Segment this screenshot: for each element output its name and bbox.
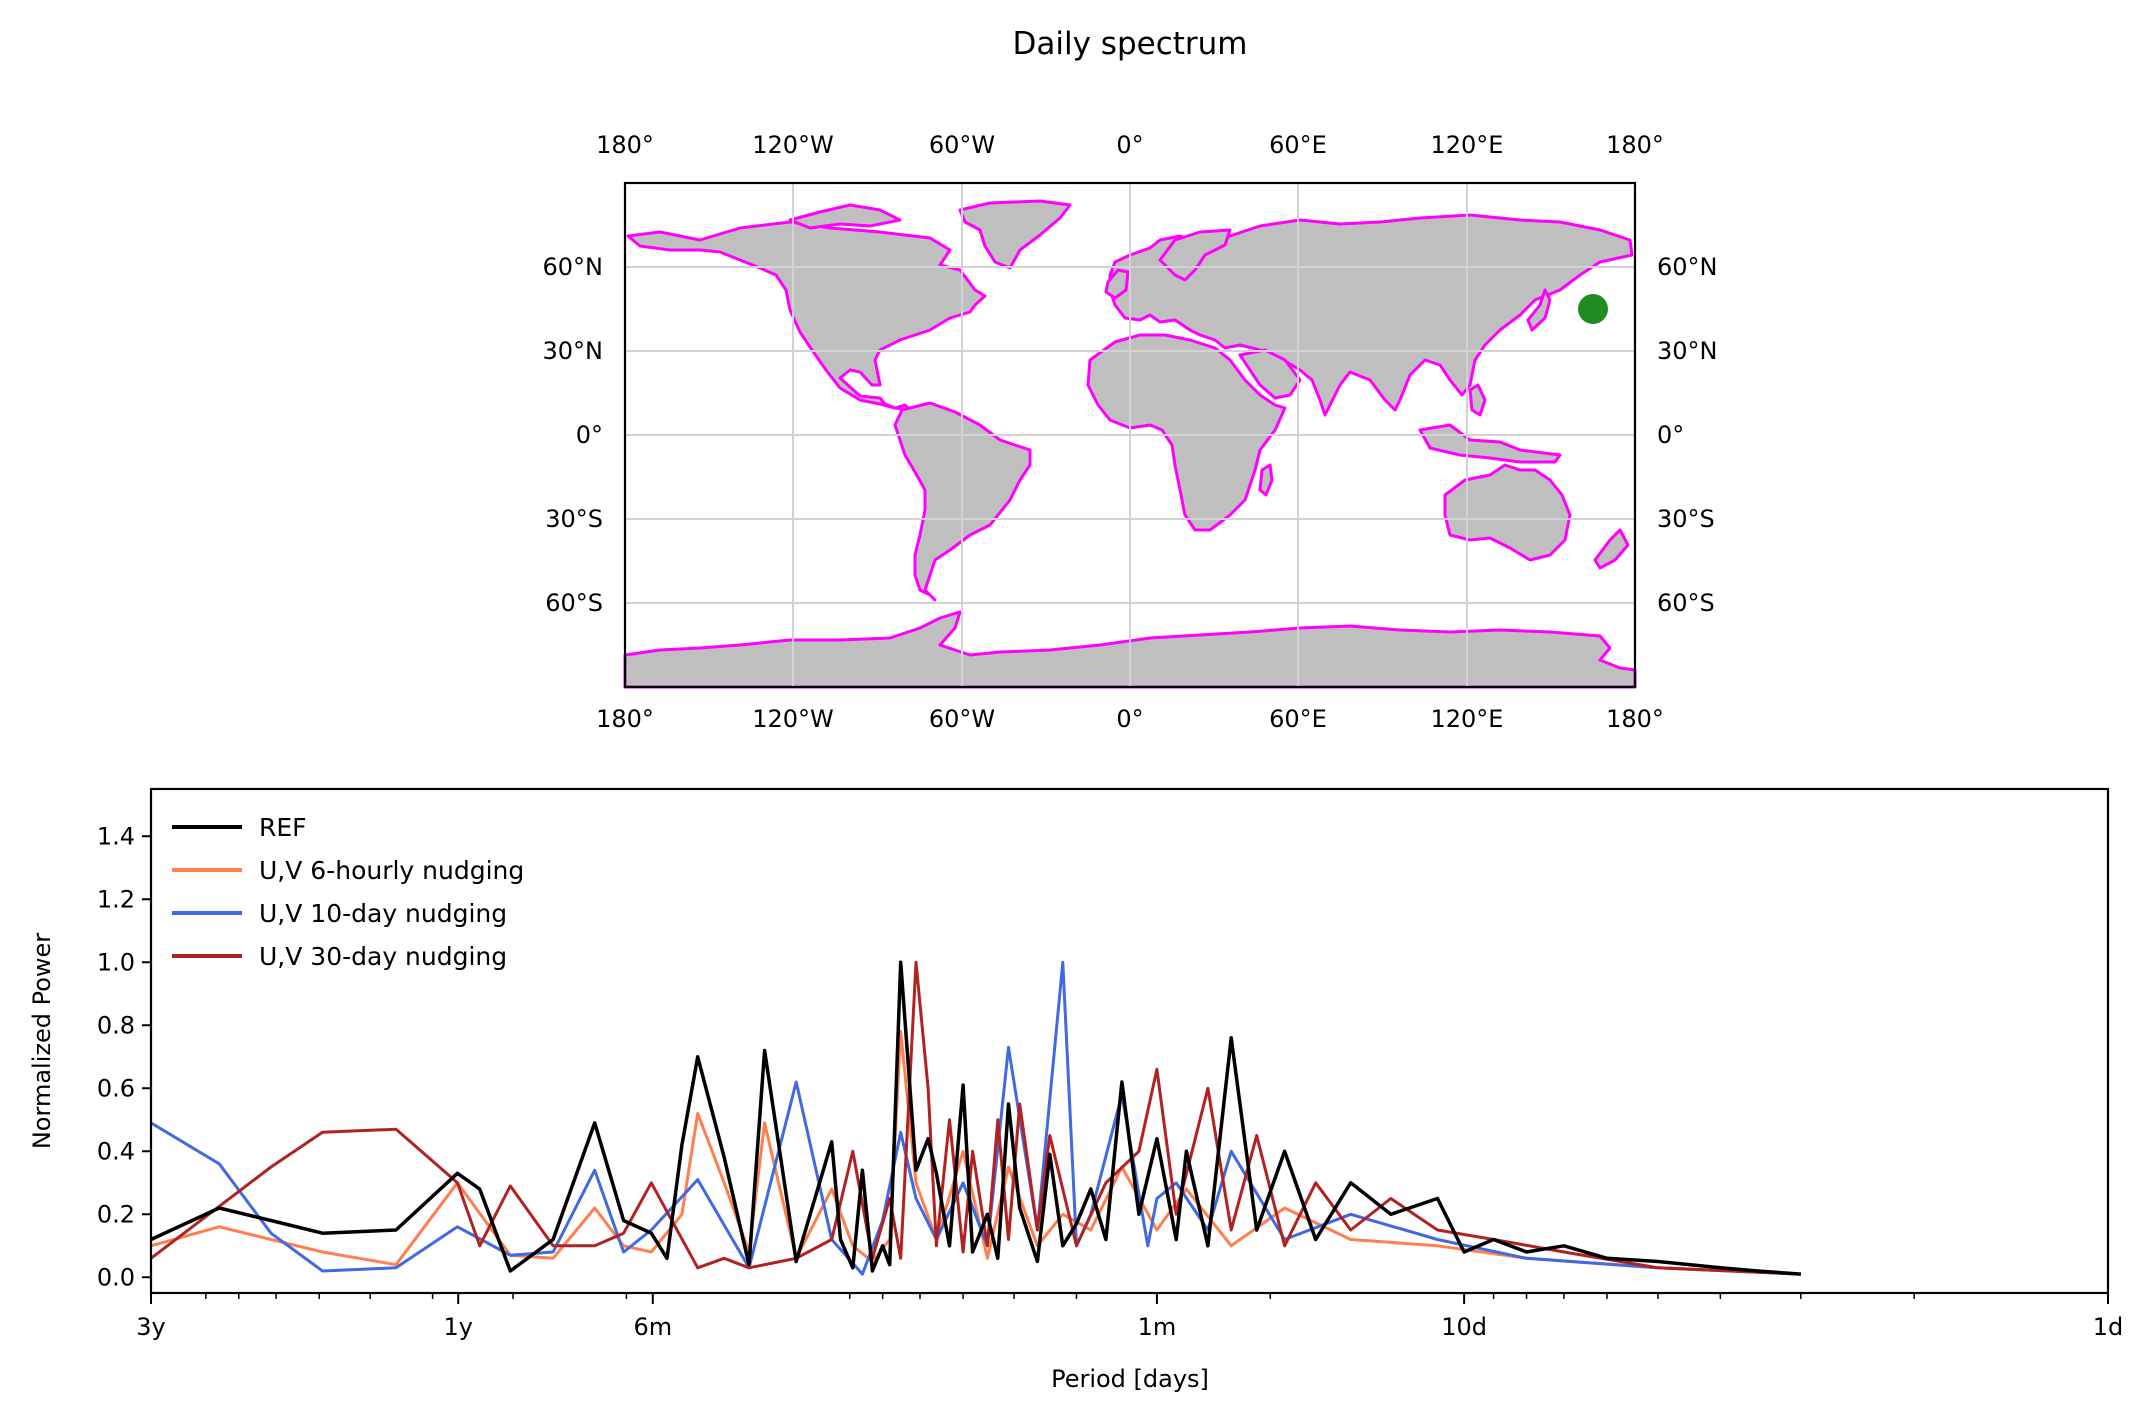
map-gridlines [625, 183, 1635, 687]
lon-label-top: 180° [596, 131, 654, 159]
map-lat-labels-left: 60°N 30°N 0° 30°S 60°S [543, 253, 604, 617]
lon-label-bottom: 180° [596, 705, 654, 733]
lat-label-right: 60°S [1657, 589, 1715, 617]
legend-label-10d: U,V 10-day nudging [259, 899, 507, 928]
lon-label-bottom: 120°E [1431, 705, 1504, 733]
lon-label-bottom: 60°W [929, 705, 995, 733]
x-axis: 3y 1y 6m 1m 10d 1d [136, 1293, 2123, 1341]
figure-title: Daily spectrum [1013, 26, 1248, 62]
y-tick-label: 1.2 [97, 885, 135, 913]
y-tick-label: 0.6 [97, 1074, 135, 1102]
lat-label-right: 60°N [1657, 253, 1718, 281]
x-tick-label: 1d [2093, 1313, 2124, 1341]
legend-label-6h: U,V 6-hourly nudging [259, 856, 524, 885]
greenland-shape [958, 199, 1072, 270]
map-land [623, 199, 1637, 689]
legend: REF U,V 6-hourly nudging U,V 10-day nudg… [172, 813, 524, 971]
lat-label-right: 30°N [1657, 337, 1718, 365]
lat-label-left: 0° [576, 421, 603, 449]
map-frame [623, 181, 1637, 689]
y-tick-label: 0.4 [97, 1137, 135, 1165]
lat-label-left: 30°N [543, 337, 604, 365]
y-tick-label: 1.0 [97, 948, 135, 976]
x-tick-label: 1y [443, 1313, 472, 1341]
lon-label-top: 120°E [1431, 131, 1504, 159]
y-axis: 0.0 0.2 0.4 0.6 0.8 1.0 1.2 1.4 [97, 822, 151, 1291]
plot-frame [149, 787, 2110, 1295]
y-tick-label: 1.4 [97, 822, 135, 850]
map-lat-labels-right: 60°N 30°N 0° 30°S 60°S [1657, 253, 1718, 617]
lon-label-bottom: 120°W [752, 705, 834, 733]
lon-label-top: 60°W [929, 131, 995, 159]
lat-label-right: 0° [1657, 421, 1684, 449]
lon-label-bottom: 0° [1116, 705, 1143, 733]
north-america-shape [626, 220, 987, 412]
eurasia-shape [1108, 213, 1634, 417]
japan-shape [1526, 288, 1552, 332]
lon-label-top: 0° [1116, 131, 1143, 159]
y-axis-label: Normalized Power [28, 933, 56, 1149]
lon-label-bottom: 60°E [1269, 705, 1327, 733]
world-map: 180° 120°W 60°W 0° 60°E 120°E 180° 180° … [543, 131, 1718, 733]
lat-label-left: 60°N [543, 253, 604, 281]
series-layer [150, 960, 1801, 1276]
map-lon-labels-bottom: 180° 120°W 60°W 0° 60°E 120°E 180° [596, 705, 1664, 733]
philippines-shape [1468, 383, 1487, 417]
map-lon-labels-top: 180° 120°W 60°W 0° 60°E 120°E 180° [596, 131, 1664, 159]
location-marker [1578, 294, 1608, 324]
lat-label-left: 30°S [545, 505, 603, 533]
lon-label-top: 180° [1606, 131, 1664, 159]
new-zealand-shape [1593, 528, 1630, 570]
y-tick-label: 0.2 [97, 1200, 135, 1228]
lat-label-left: 60°S [545, 589, 603, 617]
x-tick-label: 3y [136, 1313, 165, 1341]
legend-label-30d: U,V 30-day nudging [259, 942, 507, 971]
arctic-islands-shape [788, 203, 902, 230]
x-tick-label: 10d [1441, 1313, 1487, 1341]
legend-label-ref: REF [259, 813, 307, 842]
lon-label-bottom: 180° [1606, 705, 1664, 733]
madagascar-shape [1258, 463, 1274, 497]
series-line-3 [150, 960, 1801, 1276]
y-tick-label: 0.0 [97, 1263, 135, 1291]
x-tick-label: 6m [633, 1313, 672, 1341]
x-axis-label: Period [days] [1051, 1365, 1209, 1393]
lon-label-top: 120°W [752, 131, 834, 159]
africa-shape [1086, 333, 1287, 532]
x-tick-label: 1m [1138, 1313, 1177, 1341]
lon-label-top: 60°E [1269, 131, 1327, 159]
british-isles-shape [1104, 268, 1130, 300]
y-tick-label: 0.8 [97, 1011, 135, 1039]
spectrum-chart: 0.0 0.2 0.4 0.6 0.8 1.0 1.2 1.4 3y 1y 6m 1m 10d 1d N… [28, 787, 2123, 1393]
lat-label-right: 30°S [1657, 505, 1715, 533]
series-line-0 [150, 960, 1801, 1276]
